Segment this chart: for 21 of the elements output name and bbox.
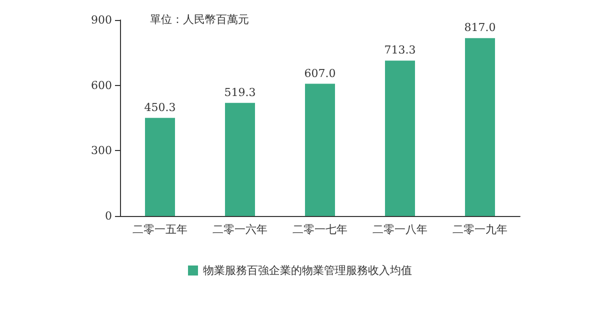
bar [145,118,175,216]
bar [465,38,495,216]
y-tick-label: 600 [91,78,112,92]
x-tick-label: 二零一八年 [372,223,428,236]
x-tick-label: 二零一六年 [212,223,268,236]
text: 607.0 [304,66,336,80]
y-tick-label: 900 [91,14,112,26]
text: 817.0 [464,21,496,34]
text: 519.3 [224,86,256,99]
x-tick-label: 二零一五年 [132,223,188,236]
y-axis-title: 單位：人民幣百萬元 [150,13,249,26]
y-tick-label: 0 [105,210,112,222]
y-tick-label: 300 [91,144,112,158]
text: 713.3 [384,44,416,57]
bar [225,102,255,216]
legend-label: 物業服務百強企業的物業管理服務收入均值 [203,264,412,277]
bar [385,60,415,216]
bar [305,84,335,216]
text: 450.3 [144,100,176,114]
x-tick-label: 二零一九年 [452,223,508,236]
x-tick-label: 二零一七年 [292,223,348,236]
